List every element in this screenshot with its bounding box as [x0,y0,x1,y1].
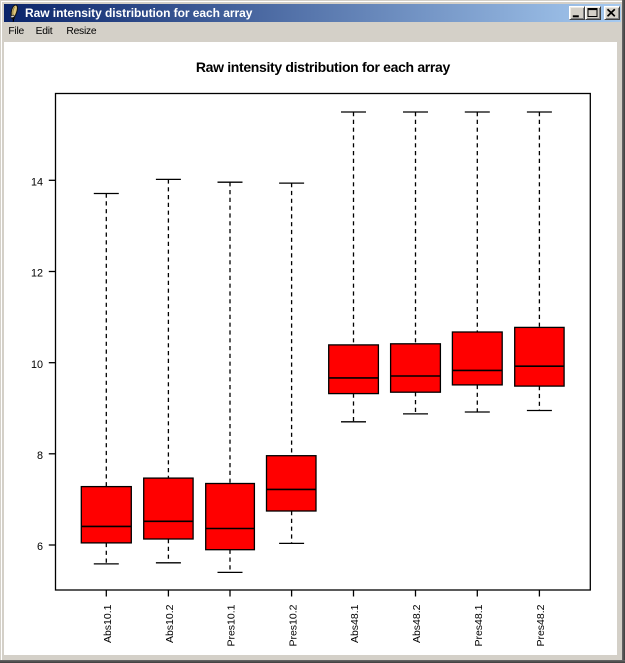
svg-text:Abs10.1: Abs10.1 [102,604,114,643]
svg-text:Pres48.1: Pres48.1 [473,604,485,646]
svg-text:Raw intensity distribution for: Raw intensity distribution for each arra… [196,59,451,75]
svg-text:Abs48.2: Abs48.2 [411,604,423,643]
svg-text:Abs10.2: Abs10.2 [164,604,176,643]
svg-text:14: 14 [31,177,43,189]
svg-text:Pres10.2: Pres10.2 [287,604,299,646]
svg-text:Pres48.2: Pres48.2 [535,604,547,646]
svg-text:6: 6 [37,541,43,553]
svg-text:8: 8 [37,450,43,462]
svg-text:Pres10.1: Pres10.1 [226,604,238,646]
svg-text:12: 12 [31,268,43,280]
svg-text:10: 10 [31,359,43,371]
svg-text:Abs48.1: Abs48.1 [349,604,361,643]
